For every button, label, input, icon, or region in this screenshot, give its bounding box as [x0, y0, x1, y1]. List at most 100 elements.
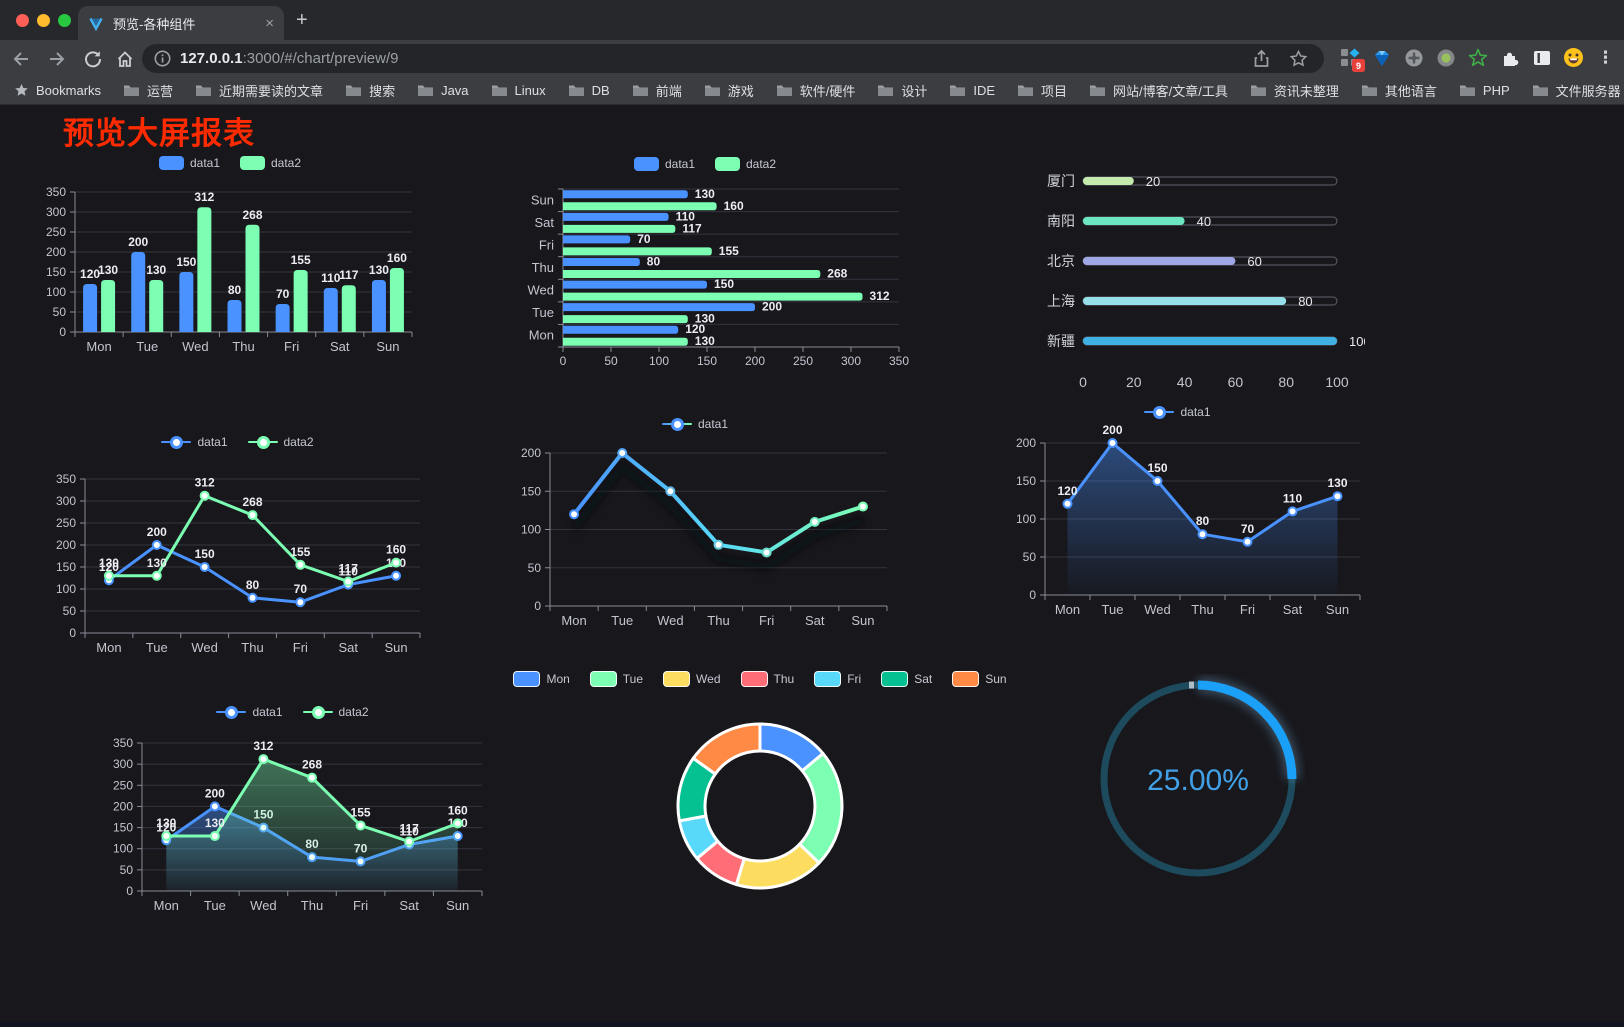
green-star-icon[interactable] — [1467, 47, 1488, 68]
bookmark-folder-item[interactable]: 设计 — [877, 81, 927, 100]
emoji-extension-icon[interactable] — [1563, 47, 1584, 68]
legend-item[interactable]: data2 — [715, 157, 776, 171]
chart-line-gradient[interactable]: data1 0 50 100 150 200 Mon Tue Wed Thu Fri Sat Sun — [495, 397, 895, 629]
legend-item[interactable]: data1 — [661, 417, 728, 431]
bookmark-folder-item[interactable]: 文件服务器 — [1532, 81, 1621, 100]
legend-item[interactable]: data2 — [240, 156, 301, 170]
extension-circle-pattern-icon[interactable] — [1403, 47, 1424, 68]
legend-item[interactable]: Thu — [740, 671, 794, 687]
svg-text:Thu: Thu — [1191, 602, 1213, 617]
legend-item[interactable]: data1 — [161, 435, 228, 449]
bookmark-folder-item[interactable]: 前端 — [632, 81, 682, 100]
svg-text:150: 150 — [1147, 461, 1167, 475]
legend-marker — [814, 671, 842, 687]
browser-tab[interactable]: 预览-各种组件 × — [78, 6, 284, 40]
chart-line-two-series[interactable]: data1 data2 0 50 100 150 200 250 300 350 Mon Tue Wed… — [40, 427, 435, 659]
chart-area-two-series[interactable]: data1 data2 0 50 100 150 200 250 300 350 Mon Tue Wed… — [95, 679, 490, 917]
extension-green-dot-icon[interactable] — [1435, 47, 1456, 68]
svg-text:200: 200 — [46, 245, 66, 259]
chart-grouped-bar[interactable]: data1 data2 0 50 100 150 200 250 300 350 Mon Tue Wed… — [30, 148, 430, 370]
svg-text:80: 80 — [246, 578, 260, 592]
legend-item[interactable]: data1 — [1144, 405, 1211, 419]
svg-text:Sun: Sun — [446, 898, 469, 913]
legend-item[interactable]: data1 — [633, 157, 695, 171]
minimize-window-button[interactable] — [37, 14, 50, 27]
bookmark-folder-item[interactable]: 资讯未整理 — [1250, 81, 1339, 100]
svg-text:Tue: Tue — [136, 339, 158, 354]
svg-text:150: 150 — [697, 354, 717, 368]
new-tab-button[interactable]: + — [296, 9, 308, 31]
share-icon[interactable] — [1252, 49, 1271, 68]
legend-item[interactable]: Wed — [663, 671, 721, 687]
bookmark-folder-item[interactable]: 运营 — [123, 81, 173, 100]
folder-icon — [1018, 85, 1034, 96]
back-icon[interactable] — [8, 46, 34, 72]
bookmark-folder-item[interactable]: PHP — [1459, 81, 1510, 100]
legend-item[interactable]: Sat — [881, 671, 932, 687]
reload-icon[interactable] — [80, 46, 106, 72]
bookmark-folder-item[interactable]: IDE — [949, 81, 995, 100]
bookmark-folder-item[interactable]: 近期需要读的文章 — [195, 81, 323, 100]
svg-text:80: 80 — [228, 283, 242, 297]
bookmark-folder-item[interactable]: Linux — [491, 81, 546, 100]
svg-text:0: 0 — [560, 354, 567, 368]
legend-label: Fri — [847, 672, 862, 686]
bookmark-folder-item[interactable]: 其他语言 — [1361, 81, 1437, 100]
legend-label: data2 — [271, 156, 302, 170]
svg-text:80: 80 — [1298, 294, 1312, 309]
svg-text:25.00%: 25.00% — [1147, 764, 1249, 797]
chart-progress-bars[interactable]: 厦门 20 南阳 40 北京 60 上海 80 新疆 100 0 20 40 60 80 100 — [985, 151, 1371, 399]
extensions-area: 9 ⋮ — [1339, 47, 1616, 72]
puzzle-extensions-icon[interactable] — [1499, 47, 1520, 68]
bookmark-folder-item[interactable]: 搜索 — [345, 81, 395, 100]
legend-marker — [661, 417, 692, 431]
forward-icon[interactable] — [44, 46, 70, 72]
legend-item[interactable]: Mon — [513, 671, 570, 687]
bookmark-folder-item[interactable]: Java — [417, 81, 469, 100]
legend-item[interactable]: Fri — [814, 671, 861, 687]
window-controls — [16, 14, 71, 27]
svg-text:Fri: Fri — [539, 237, 554, 252]
svg-text:312: 312 — [253, 739, 273, 753]
svg-text:Wed: Wed — [182, 339, 209, 354]
legend-item[interactable]: Sun — [952, 671, 1007, 687]
legend-item[interactable]: data2 — [302, 705, 369, 719]
tab-close-icon[interactable]: × — [265, 14, 274, 32]
svg-text:Sat: Sat — [399, 898, 419, 913]
star-icon — [15, 84, 28, 96]
svg-text:40: 40 — [1177, 374, 1193, 390]
url-bar[interactable]: 127.0.0.1:3000/#/chart/preview/9 — [142, 44, 1324, 73]
legend-label: data1 — [252, 705, 283, 719]
chart-donut-pie[interactable]: Mon Tue Wed Thu Fri Sat Sun — [513, 661, 1007, 903]
bookmark-folder-item[interactable]: 软件/硬件 — [776, 81, 855, 100]
legend-item[interactable]: data1 — [158, 156, 220, 170]
svg-text:200: 200 — [113, 799, 133, 813]
bookmark-folder-item[interactable]: DB — [568, 81, 610, 100]
legend-label: data1 — [664, 157, 695, 171]
bookmark-star-icon[interactable] — [1289, 49, 1308, 68]
legend-item[interactable]: data1 — [216, 705, 283, 719]
home-icon[interactable] — [112, 46, 138, 72]
side-panel-icon[interactable] — [1531, 47, 1552, 68]
chart-horizontal-bar[interactable]: data1 data2 0 50 100 150 200 250 300 350 Sun Sat Fri… — [495, 147, 915, 375]
chart-gauge-percent[interactable]: 25.00% — [1093, 674, 1305, 886]
svg-text:100: 100 — [649, 354, 669, 368]
svg-text:110: 110 — [399, 824, 419, 838]
site-info-icon[interactable] — [154, 50, 171, 67]
chart-area-single[interactable]: data1 0 50 100 150 200 Mon Tue Wed Thu Fri Sat Sun 12… — [985, 387, 1370, 619]
legend-item[interactable]: Tue — [589, 671, 643, 687]
extension-grid-icon[interactable]: 9 — [1339, 47, 1365, 72]
bookmarks-root[interactable]: Bookmarks — [14, 83, 101, 98]
zoom-window-button[interactable] — [58, 14, 71, 27]
vue-devtools-icon[interactable] — [1371, 47, 1392, 68]
legend-item[interactable]: data2 — [247, 435, 314, 449]
legend-label: data2 — [338, 705, 369, 719]
bookmark-folder-item[interactable]: 项目 — [1017, 81, 1067, 100]
svg-text:155: 155 — [719, 244, 739, 258]
bookmark-folder-item[interactable]: 网站/博客/文章/工具 — [1089, 81, 1228, 100]
bookmark-folder-item[interactable]: 游戏 — [704, 81, 754, 100]
url-text: 127.0.0.1:3000/#/chart/preview/9 — [180, 50, 399, 67]
svg-text:200: 200 — [745, 354, 765, 368]
close-window-button[interactable] — [16, 14, 29, 27]
browser-menu-icon[interactable]: ⋮ — [1597, 47, 1614, 67]
